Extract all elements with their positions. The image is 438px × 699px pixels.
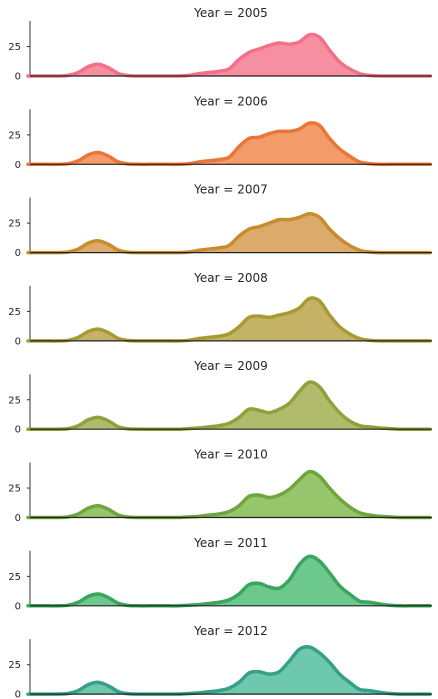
- y-tick-label: 0: [15, 160, 21, 171]
- density-line: [26, 554, 432, 608]
- y-tick-label: 25: [8, 660, 21, 671]
- panel-title: Year = 2010: [193, 448, 268, 462]
- panel-1: Year = 2006 0 25: [8, 94, 432, 171]
- density-area: [28, 381, 430, 430]
- density-line: [26, 469, 432, 520]
- y-tick-label: 0: [15, 72, 21, 83]
- panel-title: Year = 2009: [193, 359, 268, 373]
- density-area: [28, 471, 430, 518]
- panel-title: Year = 2005: [193, 6, 268, 20]
- y-tick-label: 25: [8, 130, 21, 141]
- panel-title: Year = 2007: [193, 183, 268, 197]
- y-tick-label: 25: [8, 42, 21, 53]
- y-tick-label: 25: [8, 484, 21, 495]
- density-line: [26, 121, 432, 167]
- panel-title: Year = 2011: [193, 536, 268, 550]
- panel-2: Year = 2007 0 25: [8, 183, 432, 259]
- panel-5: Year = 2010 0 25: [8, 448, 432, 524]
- panel-4: Year = 2009 0 25: [8, 359, 432, 436]
- density-line: [26, 32, 432, 78]
- panel-7: Year = 2012 0 25: [8, 624, 432, 699]
- panel-0: Year = 2005 0 25: [8, 6, 432, 83]
- density-area: [28, 122, 430, 165]
- y-tick-label: 25: [8, 219, 21, 230]
- panel-3: Year = 2008 0 25: [8, 271, 432, 347]
- density-area: [28, 213, 430, 253]
- y-tick-label: 0: [15, 248, 21, 259]
- density-area: [28, 34, 430, 77]
- y-tick-label: 0: [15, 690, 21, 699]
- density-line: [26, 211, 432, 255]
- y-tick-label: 0: [15, 513, 21, 524]
- density-line: [26, 296, 432, 343]
- density-area: [28, 297, 430, 341]
- density-area: [28, 556, 430, 606]
- panel-title: Year = 2012: [193, 624, 268, 638]
- density-area: [28, 646, 430, 695]
- panel-6: Year = 2011 0 25: [8, 536, 432, 612]
- panel-title: Year = 2006: [193, 94, 268, 108]
- y-tick-label: 25: [8, 395, 21, 406]
- density-line: [26, 645, 432, 696]
- panel-title: Year = 2008: [193, 271, 268, 285]
- y-tick-label: 0: [15, 601, 21, 612]
- y-tick-label: 25: [8, 307, 21, 318]
- density-line: [26, 380, 432, 431]
- y-tick-label: 0: [15, 336, 21, 347]
- y-tick-label: 25: [8, 572, 21, 583]
- y-tick-label: 0: [15, 425, 21, 436]
